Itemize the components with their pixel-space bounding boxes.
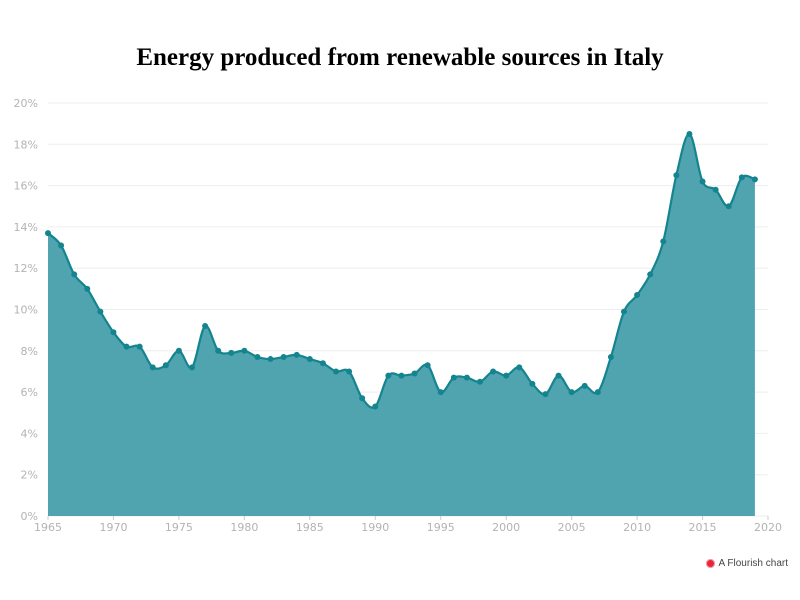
data-point[interactable]	[215, 347, 222, 354]
data-point[interactable]	[725, 203, 732, 210]
data-point[interactable]	[594, 389, 601, 396]
flourish-logo-icon	[705, 559, 715, 568]
x-tick-label: 2005	[558, 521, 586, 534]
data-point[interactable]	[149, 364, 156, 371]
data-point[interactable]	[162, 362, 169, 369]
y-tick-label: 18%	[14, 138, 38, 151]
data-point[interactable]	[123, 343, 130, 350]
data-point[interactable]	[385, 372, 392, 379]
data-point[interactable]	[97, 308, 104, 315]
data-point[interactable]	[673, 172, 680, 179]
x-tick-label: 2010	[623, 521, 651, 534]
y-tick-label: 0%	[21, 510, 38, 523]
x-tick-label: 1970	[99, 521, 127, 534]
y-tick-label: 16%	[14, 180, 38, 193]
data-point[interactable]	[477, 378, 483, 385]
data-point[interactable]	[136, 343, 143, 350]
data-point[interactable]	[306, 356, 313, 363]
data-point[interactable]	[346, 368, 353, 375]
data-point[interactable]	[712, 186, 719, 193]
data-point[interactable]	[581, 382, 588, 389]
data-point[interactable]	[490, 368, 497, 375]
y-tick-label: 2%	[21, 469, 38, 482]
data-point[interactable]	[542, 391, 549, 398]
data-point[interactable]	[411, 370, 418, 377]
data-point[interactable]	[647, 271, 654, 278]
data-point[interactable]	[372, 403, 379, 410]
data-point[interactable]	[45, 230, 51, 237]
data-point[interactable]	[463, 374, 470, 381]
chart-title: Energy produced from renewable sources i…	[136, 44, 664, 71]
y-tick-label: 6%	[21, 386, 38, 399]
flourish-credit[interactable]: A Flourish chart	[705, 558, 788, 569]
data-point[interactable]	[699, 178, 706, 185]
data-point[interactable]	[58, 242, 65, 249]
data-point[interactable]	[751, 176, 758, 183]
data-point[interactable]	[319, 360, 326, 367]
data-point[interactable]	[568, 389, 575, 396]
data-point[interactable]	[202, 323, 209, 330]
data-point[interactable]	[84, 285, 91, 292]
data-point[interactable]	[254, 353, 261, 360]
data-point[interactable]	[293, 351, 300, 358]
x-tick-label: 1980	[230, 521, 258, 534]
data-point[interactable]	[71, 271, 78, 278]
x-tick-label: 1990	[361, 521, 389, 534]
data-point[interactable]	[437, 389, 444, 396]
data-point[interactable]	[424, 362, 431, 369]
data-point[interactable]	[607, 353, 614, 360]
data-point[interactable]	[516, 364, 523, 371]
data-point[interactable]	[503, 372, 510, 379]
y-tick-label: 20%	[14, 97, 38, 110]
data-point[interactable]	[634, 292, 641, 299]
data-point[interactable]	[333, 368, 339, 375]
y-tick-label: 8%	[21, 345, 38, 358]
x-tick-label: 2000	[492, 521, 520, 534]
data-point[interactable]	[686, 130, 693, 137]
data-point[interactable]	[450, 374, 457, 381]
x-tick-label: 2020	[754, 521, 782, 534]
data-point[interactable]	[110, 329, 117, 336]
data-point[interactable]	[267, 356, 274, 363]
plot-area	[47, 132, 756, 516]
y-tick-label: 10%	[14, 304, 38, 317]
data-point[interactable]	[228, 349, 235, 356]
data-point[interactable]	[738, 174, 745, 181]
series-area	[48, 133, 755, 516]
x-tick-label: 1985	[296, 521, 324, 534]
x-tick-label: 2015	[689, 521, 717, 534]
data-point[interactable]	[241, 347, 248, 354]
data-point[interactable]	[398, 372, 405, 379]
x-tick-label: 1965	[34, 521, 62, 534]
data-point[interactable]	[555, 372, 562, 379]
data-point[interactable]	[660, 238, 667, 245]
y-tick-label: 14%	[14, 221, 38, 234]
data-point[interactable]	[529, 380, 536, 387]
data-point[interactable]	[189, 364, 195, 371]
credit-text: A Flourish chart	[718, 558, 788, 569]
x-tick-label: 1995	[427, 521, 455, 534]
data-point[interactable]	[280, 353, 287, 360]
y-axis-ticks: 0% 2% 4% 6% 8% 10% 12% 14% 16% 18% 20%	[14, 97, 38, 523]
data-points	[45, 130, 758, 410]
data-point[interactable]	[175, 347, 182, 354]
x-axis-ticks: 1965 1970 1975 1980 1985 1990 1995 2000 2005 2010…	[34, 521, 782, 534]
x-tick-label: 1975	[165, 521, 193, 534]
data-point[interactable]	[359, 395, 366, 402]
y-tick-label: 4%	[21, 427, 38, 440]
data-point[interactable]	[621, 308, 627, 315]
y-tick-label: 12%	[14, 262, 38, 275]
